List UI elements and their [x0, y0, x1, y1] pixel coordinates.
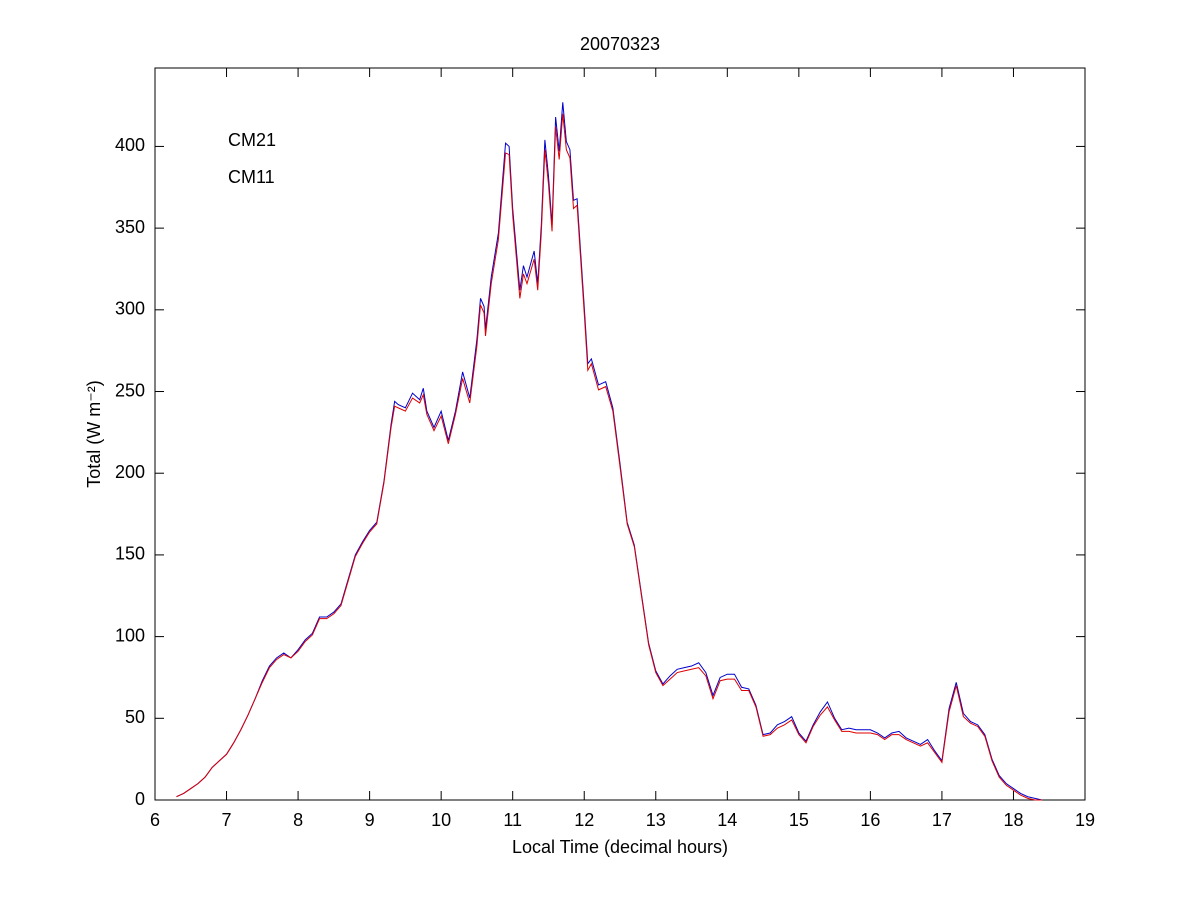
- series-line: [176, 102, 1043, 801]
- y-tick-label: 250: [115, 380, 145, 400]
- x-tick-label: 6: [150, 810, 160, 830]
- x-tick-label: 18: [1003, 810, 1023, 830]
- y-tick-label: 300: [115, 299, 145, 319]
- x-tick-label: 19: [1075, 810, 1095, 830]
- series-line: [176, 113, 1043, 801]
- x-axis-label: Local Time (decimal hours): [512, 837, 728, 857]
- x-tick-label: 17: [932, 810, 952, 830]
- y-tick-label: 400: [115, 135, 145, 155]
- x-tick-label: 14: [717, 810, 737, 830]
- y-tick-label: 350: [115, 217, 145, 237]
- y-tick-label: 150: [115, 544, 145, 564]
- y-tick-label: 200: [115, 462, 145, 482]
- y-tick-label: 0: [135, 789, 145, 809]
- x-tick-label: 13: [646, 810, 666, 830]
- x-tick-label: 8: [293, 810, 303, 830]
- x-tick-label: 12: [574, 810, 594, 830]
- y-tick-label: 100: [115, 625, 145, 645]
- y-axis-label: Total (W m⁻²): [84, 380, 104, 488]
- x-tick-label: 16: [860, 810, 880, 830]
- x-tick-label: 9: [365, 810, 375, 830]
- y-tick-label: 50: [125, 707, 145, 727]
- chart-title: 20070323: [580, 34, 660, 54]
- x-tick-label: 10: [431, 810, 451, 830]
- x-tick-label: 7: [222, 810, 232, 830]
- legend-label: CM21: [228, 130, 276, 150]
- x-tick-label: 15: [789, 810, 809, 830]
- plot-area: [154, 67, 1086, 801]
- x-tick-label: 11: [503, 810, 522, 830]
- legend-label: CM11: [228, 167, 275, 187]
